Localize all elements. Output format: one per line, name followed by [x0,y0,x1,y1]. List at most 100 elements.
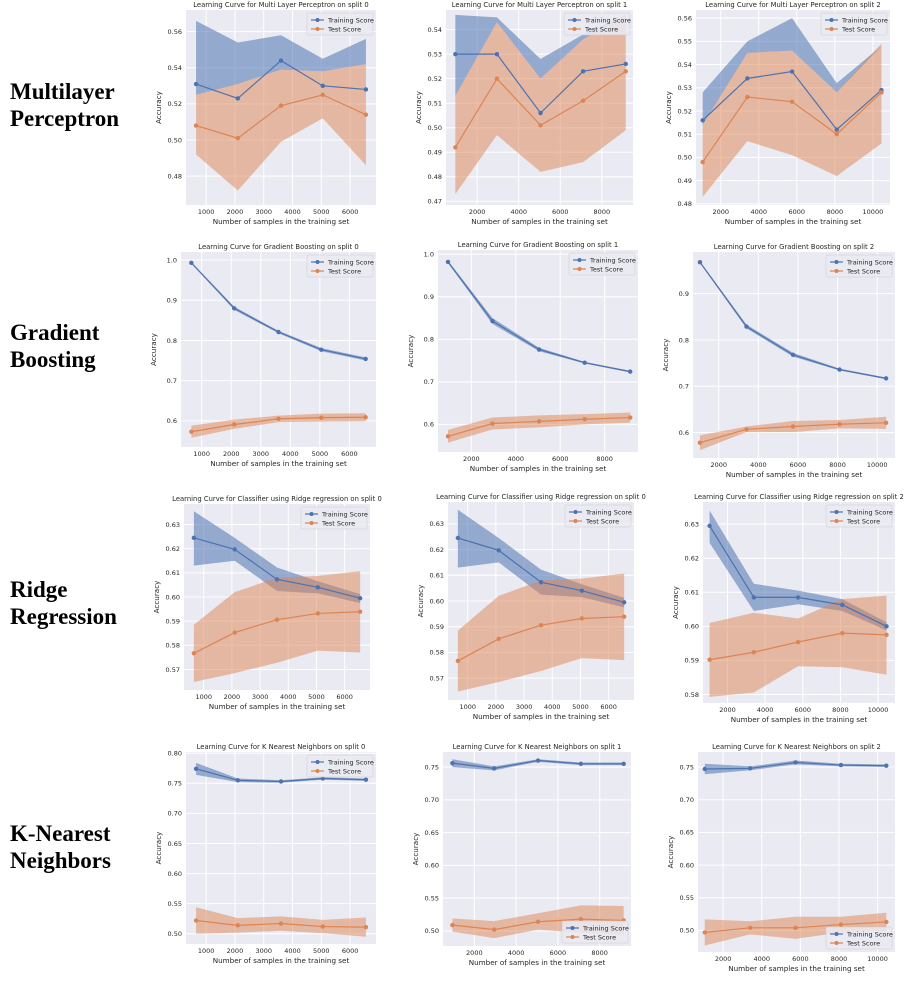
y-axis-label: Accuracy [666,835,675,869]
chart-title: Learning Curve for Multi Layer Perceptro… [705,1,881,9]
y-tick-label: 0.55 [680,894,694,902]
legend-item-test: Test Score [305,519,355,527]
legend-label: Test Score [327,767,361,775]
test-score-point [276,416,281,422]
y-tick-label: 0.53 [428,50,442,58]
x-tick-label: 6000 [552,455,569,463]
y-tick-label: 0.60 [430,597,444,605]
y-tick-label: 1.0 [167,256,177,264]
legend-label: Test Score [589,265,623,273]
legend-label: Training Score [321,510,368,518]
x-tick-label: 6000 [792,955,809,963]
legend-label: Training Score [584,16,631,24]
training-score-point [702,766,707,772]
training-score-point [747,766,753,771]
learning-curve-chart-8: 2000 4000 6000 8000 10000 0.58 0.59 0.60 0.61 0.6… [671,493,904,724]
y-tick-label: 0.63 [430,520,444,528]
y-tick-label: 0.50 [678,154,692,162]
y-tick-label: 0.75 [168,780,182,788]
test-score-point [751,650,757,655]
training-score-point [191,535,197,541]
test-score-point [883,420,889,426]
legend-item-test: Test Score [573,265,623,273]
training-score-band [196,20,366,95]
y-tick-label: 0.7 [679,383,689,391]
x-tick-label: 4000 [750,208,767,216]
test-score-point [363,112,369,117]
x-axis-label: Number of samples in the training set [213,956,350,965]
chart-title: Learning Curve for Multi Layer Perceptro… [452,1,628,9]
legend-item-training: Training Score [573,256,636,264]
training-score-point [455,535,461,541]
training-score-point [579,588,585,593]
training-score-band [702,18,882,125]
training-score-point [745,76,750,81]
legend-marker [315,18,320,22]
y-tick-label: 0.70 [680,796,694,804]
legend-item-training: Training Score [830,258,893,266]
training-score-point [235,96,241,101]
legend-marker [834,941,839,945]
y-tick-label: 0.52 [678,107,692,115]
test-score-point [707,657,712,662]
x-tick-label: 5000 [313,208,330,216]
x-tick-label: 3000 [516,703,533,711]
legend-marker [577,258,582,262]
test-score-point [232,630,237,635]
training-score-point [621,761,626,766]
y-tick-label: 0.63 [166,521,180,529]
x-axis-label: Number of samples in the training set [728,964,865,973]
legend-label: Training Score [585,508,632,516]
test-score-point [450,922,455,928]
test-score-point [621,614,627,619]
x-tick-label: 2000 [463,455,480,463]
test-score-point [320,92,325,98]
training-score-point [621,600,627,605]
test-score-band [193,571,361,683]
y-tick-label: 0.60 [166,593,180,601]
test-score-point [538,622,544,628]
y-tick-label: 0.75 [425,763,439,771]
y-axis-label: Accuracy [671,585,680,619]
test-score-point [193,918,199,923]
legend-item-test: Test Score [830,939,880,947]
legend-item-training: Training Score [311,16,374,24]
y-tick-label: 0.61 [430,572,444,580]
x-tick-label: 5000 [312,450,329,458]
legend-item-training: Training Score [569,508,632,516]
training-score-point [491,766,497,771]
test-score-point [623,69,628,74]
y-tick-label: 0.9 [167,297,177,305]
y-tick-label: 0.7 [424,378,434,386]
learning-curve-chart-0: 1000 2000 3000 4000 5000 6000 0.48 0.50 0.52 0.54… [154,1,376,226]
y-axis-label: Accuracy [411,832,420,866]
test-score-point [193,123,199,128]
x-tick-label: 4000 [510,208,527,216]
learning-curve-chart-1: 2000 4000 6000 8000 0.47 0.48 0.49 0.50 0.51 0.52… [414,1,633,226]
legend-marker [309,512,314,516]
y-axis-label: Accuracy [150,332,158,366]
x-tick-label: 8000 [827,208,844,216]
test-score-point [747,925,753,931]
test-score-band [457,573,625,692]
test-score-point [789,99,795,104]
x-tick-label: 6000 [342,208,359,216]
x-axis-label: Number of samples in the training set [725,217,862,226]
x-axis-label: Number of samples in the training set [731,715,868,724]
x-axis-label: Number of samples in the training set [726,470,863,479]
test-score-point [315,611,321,616]
x-tick-label: 4000 [280,693,297,701]
training-score-point [623,61,628,67]
training-score-point [319,347,324,352]
test-score-point [793,925,798,931]
y-tick-label: 0.9 [679,290,689,298]
legend-item-test: Test Score [825,25,875,33]
training-score-point [744,324,749,329]
legend-label: Test Score [846,267,880,275]
test-score-point [840,630,845,636]
legend-marker [315,27,320,31]
legend-label: Test Score [846,939,880,947]
